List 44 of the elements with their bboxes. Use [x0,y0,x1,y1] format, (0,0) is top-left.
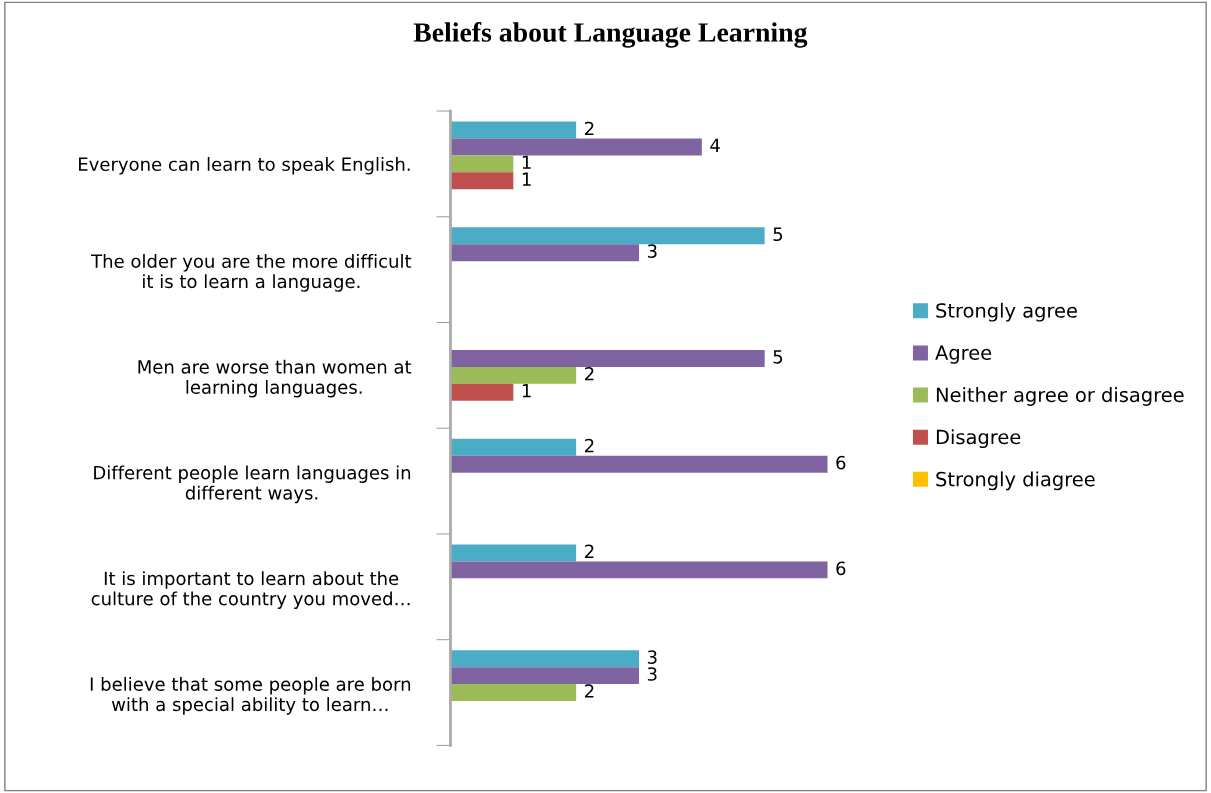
chart-title: Beliefs about Language Learning [413,22,808,48]
legend-label: Neither agree or disagree [936,387,1184,406]
bar [450,455,828,473]
data-label: 2 [585,366,594,381]
bar [450,227,765,245]
y-tick-label: It is important to learn about the culture of the country you moved… [91,571,410,609]
data-label: 2 [585,438,594,453]
data-label: 2 [585,544,594,558]
bar [450,438,577,456]
data-label: 6 [836,561,846,576]
legend-label: Disagree [936,429,1021,449]
y-tick-label: Different people learn languages in different ways. [94,465,411,504]
bar [450,366,577,384]
data-label: 5 [773,350,783,364]
data-label: 3 [647,244,657,258]
data-label: 1 [522,155,531,169]
bar [450,383,514,401]
bar [450,155,514,173]
bar [450,684,577,702]
data-label: 1 [522,384,531,398]
bar [450,349,765,367]
bar [450,650,639,668]
bar [450,138,702,156]
data-label: 4 [710,138,720,152]
data-label: 5 [773,227,783,242]
data-label: 3 [647,667,657,681]
bar [450,244,639,262]
legend-label: Agree [935,345,992,364]
data-label: 2 [585,121,594,136]
data-label: 1 [522,172,531,186]
bar [450,667,639,685]
y-tick-label: I believe that some people are born with a special ability to learn… [90,676,411,715]
bar [450,544,577,562]
data-label: 6 [836,455,846,470]
y-tick-label: The older you are the more difficult it is to learn a language. [91,254,412,292]
bar [450,172,514,190]
bar [450,561,828,579]
legend-label: Strongly agree [936,302,1077,322]
data-label: 2 [585,684,594,698]
y-tick-label: Everyone can learn to speak English. [79,157,410,175]
bar [450,121,577,139]
legend-label: Strongly diagree [936,471,1095,491]
data-label: 3 [647,650,657,664]
y-tick-label: Men are worse than women at learning languages. [138,359,412,398]
